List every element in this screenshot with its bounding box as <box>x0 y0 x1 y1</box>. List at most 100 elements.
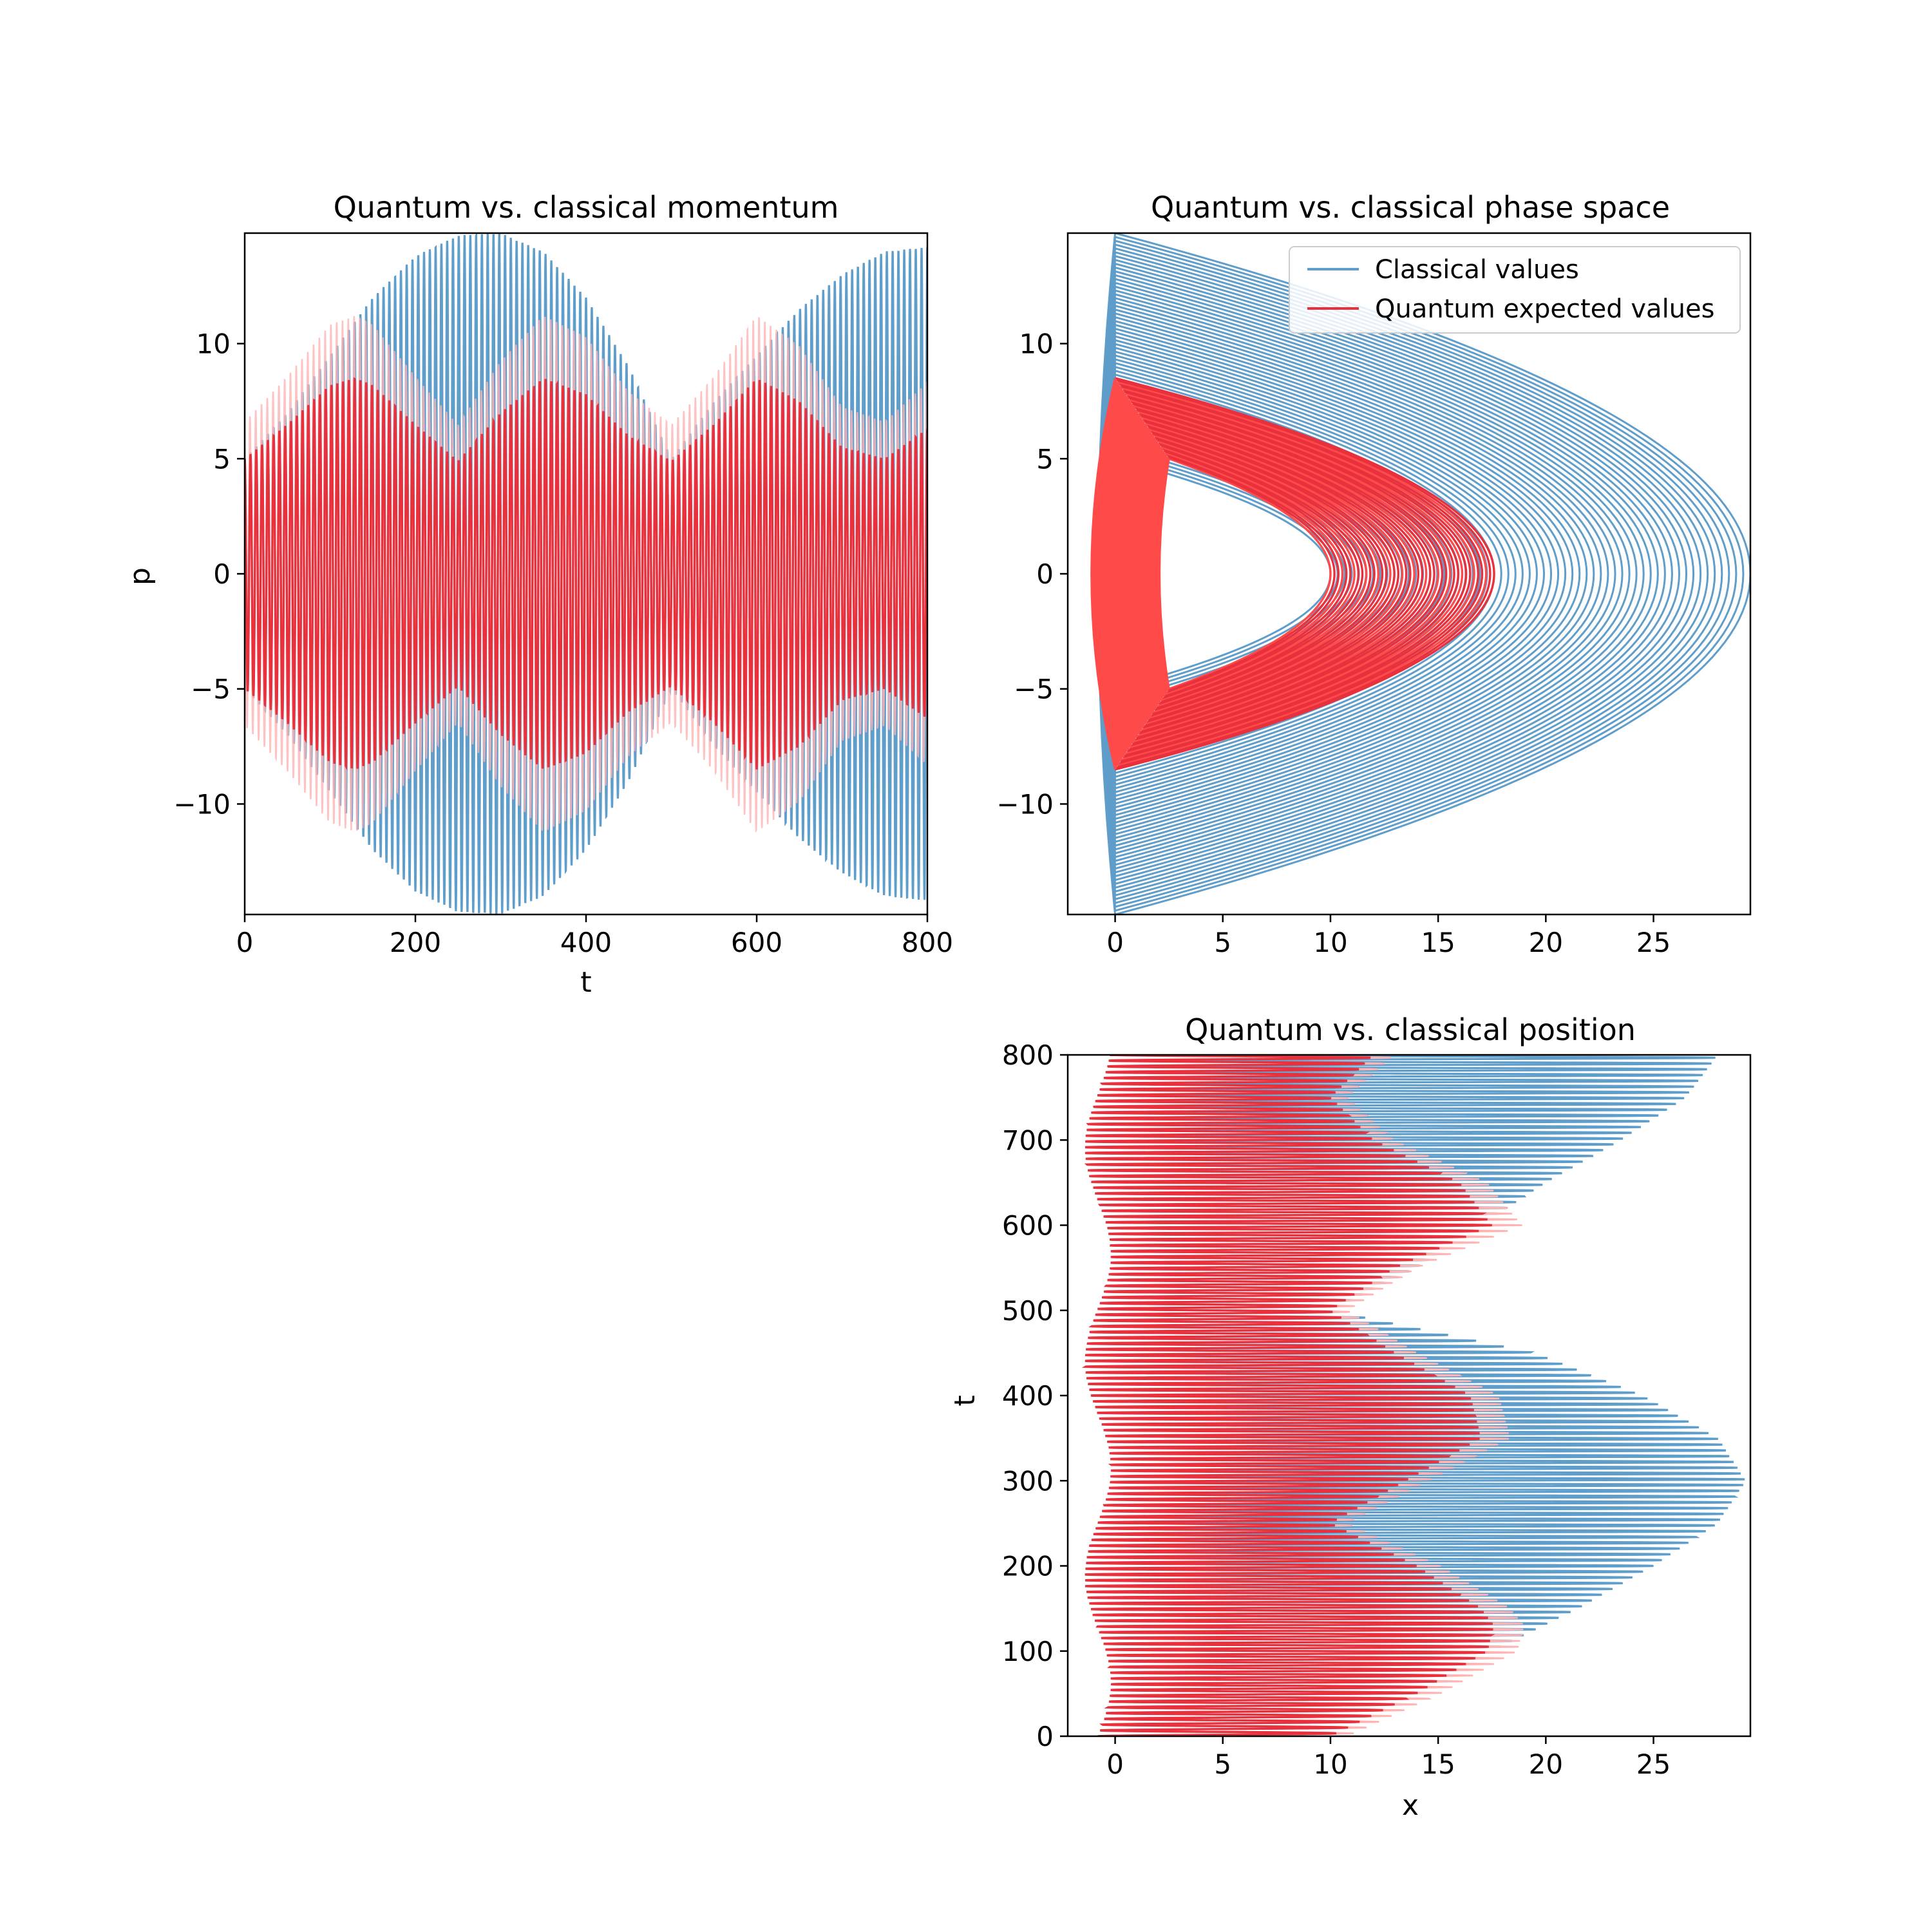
phase-classical-orbit <box>1115 343 1546 805</box>
momentum-panel: Quantum vs. classical momentum t p 0 200 4… <box>124 190 953 999</box>
momentum-ytick-label: −5 <box>191 674 231 705</box>
phase-quantum-orbit <box>1133 404 1440 743</box>
phase-quantum-left-edge <box>1146 444 1161 703</box>
momentum-ytick-label: 0 <box>213 558 231 590</box>
momentum-ytick-label: 5 <box>213 443 231 475</box>
phase-classical-orbit <box>1115 339 1553 809</box>
phase-classical-orbit <box>1115 243 1730 904</box>
phase-classical-orbit <box>1115 362 1510 786</box>
phase-classical-orbit <box>1115 285 1652 862</box>
phase-classical-orbit <box>1115 281 1659 866</box>
phase-quantum-left-edge <box>1103 393 1127 754</box>
phase-classical-orbit <box>1115 331 1567 817</box>
position-ytick-label: 500 <box>1002 1295 1054 1327</box>
phase-quantum-orbit <box>1115 377 1495 771</box>
phase-classical-orbit <box>1115 251 1716 896</box>
phase-space-title: Quantum vs. classical phase space <box>1151 190 1670 225</box>
legend-quantum-label: Quantum expected values <box>1375 294 1714 324</box>
phase-quantum-orbit <box>1120 384 1479 763</box>
phase-quantum-left-edge <box>1132 427 1150 721</box>
position-ytick-label: 0 <box>1036 1721 1054 1752</box>
phase-quantum-left-edge <box>1135 431 1152 717</box>
phase-quantum-orbit <box>1162 448 1352 700</box>
phase-quantum-orbit <box>1160 446 1356 702</box>
phase-xtick-label: 5 <box>1214 927 1231 958</box>
position-xtick-label: 25 <box>1636 1748 1671 1780</box>
momentum-ytick-label: −10 <box>173 788 231 820</box>
legend: Classical values Quantum expected values <box>1289 246 1741 334</box>
phase-quantum-left-edge <box>1092 379 1118 768</box>
phase-xtick-label: 0 <box>1106 927 1124 958</box>
position-xtick-label: 0 <box>1106 1748 1124 1780</box>
phase-quantum-orbit <box>1146 424 1400 724</box>
phase-classical-orbit <box>1115 312 1602 835</box>
phase-quantum-orbit <box>1159 444 1360 704</box>
phase-quantum-orbit <box>1128 397 1455 751</box>
momentum-xtick-label: 400 <box>560 927 612 958</box>
phase-quantum-orbit <box>1151 431 1384 716</box>
phase-quantum-orbit <box>1157 440 1368 708</box>
phase-quantum-left-edge <box>1090 377 1117 770</box>
phase-quantum-left-edge <box>1119 411 1139 737</box>
phase-quantum-orbit <box>1154 436 1376 712</box>
position-title: Quantum vs. classical position <box>1185 1012 1636 1047</box>
phase-quantum-left-edge <box>1122 415 1141 733</box>
phase-quantum-left-edge <box>1157 456 1169 692</box>
phase-classical-orbit <box>1115 346 1538 801</box>
phase-classical-orbit <box>1115 236 1745 912</box>
position-ticks: 0 5 10 15 20 25 0 100 200 300 400 500 600 700 800 <box>1002 1039 1752 1780</box>
phase-quantum-left-edge <box>1102 392 1126 756</box>
position-quantum-line <box>1081 1055 1495 1736</box>
phase-quantum-orbit <box>1148 426 1396 722</box>
phase-classical-orbit <box>1115 278 1666 870</box>
phase-quantum-orbit <box>1166 453 1340 694</box>
phase-quantum-orbit <box>1139 414 1420 734</box>
phase-ytick-label: 0 <box>1036 558 1054 590</box>
phase-ytick-label: 10 <box>1019 328 1054 360</box>
phase-quantum-left-edge <box>1126 421 1145 727</box>
momentum-ytick-label: 10 <box>196 328 231 360</box>
position-xtick-label: 15 <box>1421 1748 1455 1780</box>
phase-quantum-left-edge <box>1138 435 1155 713</box>
phase-quantum-orbit <box>1163 450 1348 698</box>
phase-quantum-left-edge <box>1148 446 1162 701</box>
momentum-xlabel: t <box>580 966 591 999</box>
phase-classical-orbit <box>1115 293 1638 855</box>
momentum-xtick-label: 0 <box>236 927 254 958</box>
phase-quantum-orbit <box>1149 428 1392 720</box>
phase-classical-orbit <box>1115 289 1645 858</box>
phase-quantum-left-edge <box>1113 405 1135 743</box>
phase-quantum-left-edge <box>1140 437 1156 711</box>
phase-xtick-label: 25 <box>1636 927 1671 958</box>
phase-classical-orbit <box>1115 233 1750 914</box>
phase-quantum-left-edge <box>1108 399 1131 748</box>
phase-classical-orbit <box>1115 354 1524 793</box>
phase-quantum-orbit <box>1132 402 1444 745</box>
phase-classical-orbit <box>1115 358 1517 790</box>
phase-quantum-orbit <box>1141 416 1416 732</box>
phase-quantum-orbit <box>1150 430 1388 718</box>
phase-quantum-orbit <box>1117 381 1488 767</box>
phase-quantum-left-edge <box>1133 429 1151 719</box>
phase-classical-orbit <box>1115 320 1588 828</box>
phase-classical-orbit <box>1115 259 1702 889</box>
phase-quantum-orbit <box>1137 410 1428 737</box>
phase-quantum-left-edge <box>1151 450 1165 697</box>
momentum-plot-area <box>245 233 927 914</box>
phase-quantum-orbit <box>1122 388 1472 759</box>
phase-quantum-left-edge <box>1110 401 1132 746</box>
phase-quantum-left-edge <box>1097 386 1122 762</box>
position-xlabel: x <box>1402 1789 1419 1822</box>
phase-xtick-label: 20 <box>1529 927 1563 958</box>
phase-quantum-left-edge <box>1105 395 1128 752</box>
phase-quantum-left-edge <box>1123 417 1142 731</box>
phase-classical-orbit <box>1115 316 1595 831</box>
phase-ytick-label: −10 <box>996 788 1054 820</box>
phase-quantum-left-edge <box>1112 403 1133 744</box>
phase-quantum-left-edge <box>1107 397 1130 750</box>
phase-classical-orbit <box>1115 263 1695 885</box>
position-ytick-label: 100 <box>1002 1636 1054 1667</box>
phase-space-plot-area <box>1090 233 1750 914</box>
legend-box <box>1289 246 1741 334</box>
phase-classical-orbit <box>1115 350 1531 797</box>
